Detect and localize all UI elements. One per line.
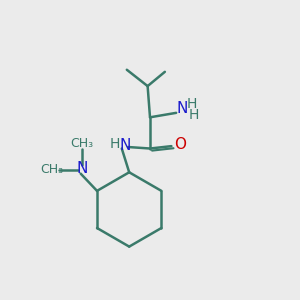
Text: CH₃: CH₃: [70, 137, 94, 150]
Text: H: H: [110, 137, 120, 151]
Text: O: O: [174, 137, 186, 152]
Text: N: N: [176, 101, 188, 116]
Text: N: N: [76, 161, 88, 176]
Text: CH₃: CH₃: [40, 163, 63, 176]
Text: H: H: [189, 108, 199, 122]
Text: H: H: [186, 97, 197, 111]
Text: N: N: [119, 138, 130, 153]
